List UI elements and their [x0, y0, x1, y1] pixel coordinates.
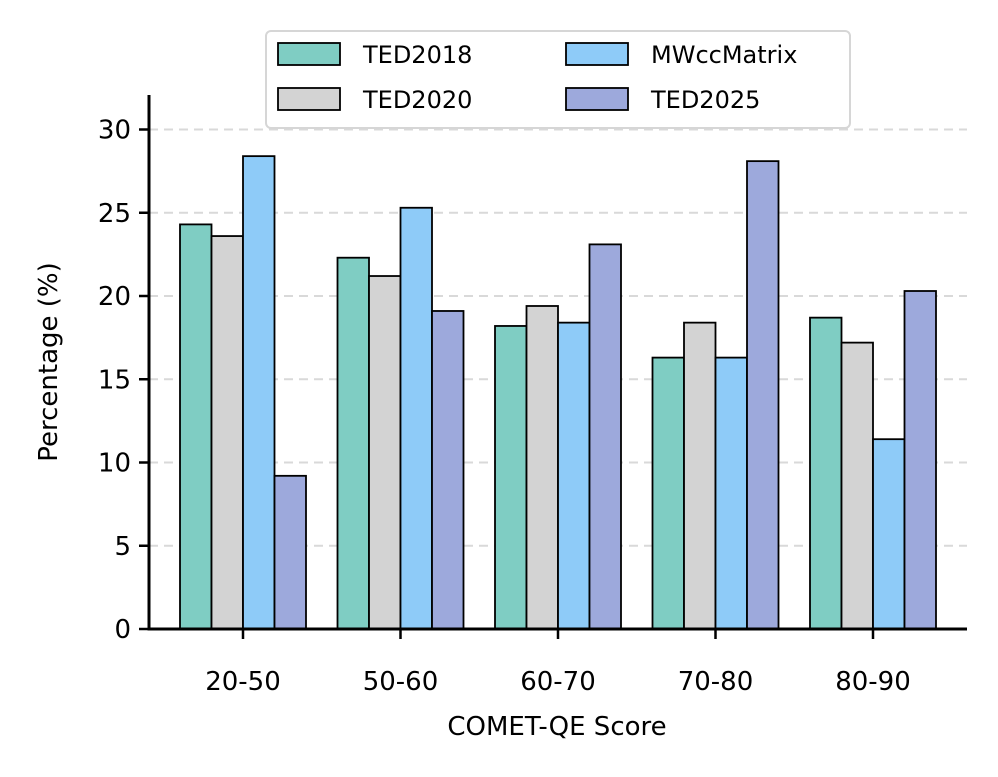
bars [179, 155, 937, 630]
bar-ted2018-60-70 [494, 325, 528, 630]
y-tick-label: 10 [98, 449, 131, 479]
y-tick-label: 15 [98, 365, 131, 395]
bar-ted2018-20-50 [179, 223, 213, 630]
x-tick-label: 20-50 [205, 667, 281, 697]
bar-ted2025-20-50 [273, 474, 307, 630]
bar-mwccmatrix-60-70 [557, 321, 591, 630]
bar-ted2025-50-60 [431, 310, 465, 630]
legend-swatch-ted2020 [277, 87, 341, 111]
bar-ted2025-60-70 [588, 243, 622, 630]
bar-ted2020-20-50 [210, 235, 244, 630]
legend-label-mwccmatrix: MWccMatrix [651, 41, 797, 69]
y-tick-label: 25 [98, 199, 131, 229]
x-tick-label: 60-70 [520, 667, 596, 697]
bar-ted2020-80-90 [840, 341, 874, 630]
legend-swatch-mwccmatrix [565, 42, 629, 66]
bar-mwccmatrix-50-60 [399, 206, 433, 630]
legend: TED2018 TED2020 MWccMatrix TED2025 [265, 30, 851, 129]
legend-label-ted2025: TED2025 [650, 86, 760, 114]
y-tick-label: 0 [114, 615, 131, 645]
x-tick-label: 50-60 [363, 667, 439, 697]
x-axis-title: COMET-QE Score [447, 712, 666, 742]
bar-ted2025-70-80 [746, 160, 780, 630]
legend-swatch-ted2018 [277, 42, 341, 66]
y-tick-label: 30 [98, 116, 131, 146]
bar-mwccmatrix-70-80 [714, 356, 748, 630]
bar-ted2018-70-80 [651, 356, 685, 630]
x-tick-label: 70-80 [678, 667, 754, 697]
bar-ted2020-70-80 [683, 321, 717, 630]
bar-ted2025-80-90 [903, 290, 937, 630]
legend-box [265, 30, 851, 129]
bar-ted2020-60-70 [525, 305, 559, 630]
y-axis-title: Percentage (%) [34, 262, 64, 462]
y-tick-label: 5 [114, 532, 131, 562]
y-tick-label: 20 [98, 282, 131, 312]
bar-mwccmatrix-20-50 [242, 155, 276, 630]
legend-swatch-ted2025 [565, 87, 629, 111]
bar-ted2018-50-60 [336, 256, 370, 630]
bar-ted2018-80-90 [809, 316, 843, 630]
axes: 0 5 10 15 20 25 30 20-50 50-60 60-70 70-80 80-90 [98, 95, 967, 697]
legend-label-ted2020: TED2020 [362, 86, 472, 114]
x-tick-label: 80-90 [835, 667, 911, 697]
bar-mwccmatrix-80-90 [872, 438, 906, 630]
bar-ted2020-50-60 [368, 275, 402, 630]
legend-label-ted2018: TED2018 [362, 41, 472, 69]
